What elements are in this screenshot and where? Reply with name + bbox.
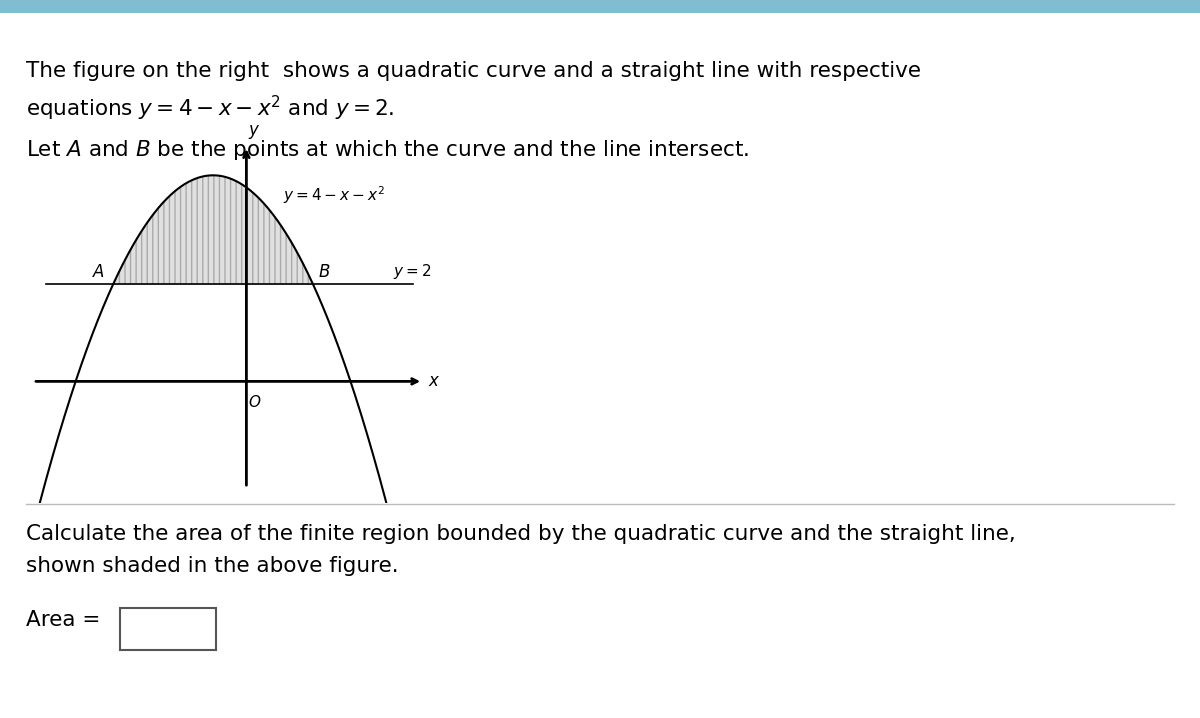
- Text: equations $y = 4 - x - x^2$ and $y = 2$.: equations $y = 4 - x - x^2$ and $y = 2$.: [26, 93, 395, 123]
- Text: Calculate the area of the finite region bounded by the quadratic curve and the s: Calculate the area of the finite region …: [26, 524, 1016, 544]
- Text: $y=2$: $y=2$: [394, 261, 431, 281]
- Text: $y$: $y$: [248, 123, 260, 141]
- Text: The figure on the right  shows a quadratic curve and a straight line with respec: The figure on the right shows a quadrati…: [26, 61, 922, 81]
- Text: $B$: $B$: [318, 263, 331, 281]
- Text: Let $\mathit{A}$ and $\mathit{B}$ be the points at which the curve and the line : Let $\mathit{A}$ and $\mathit{B}$ be the…: [26, 138, 749, 162]
- Text: Area =: Area =: [26, 610, 108, 630]
- Text: $x$: $x$: [427, 373, 440, 391]
- Text: $A$: $A$: [92, 263, 106, 281]
- Text: shown shaded in the above figure.: shown shaded in the above figure.: [26, 556, 400, 577]
- Text: $O$: $O$: [248, 393, 262, 409]
- Text: $y=4-x-x^2$: $y=4-x-x^2$: [283, 184, 385, 205]
